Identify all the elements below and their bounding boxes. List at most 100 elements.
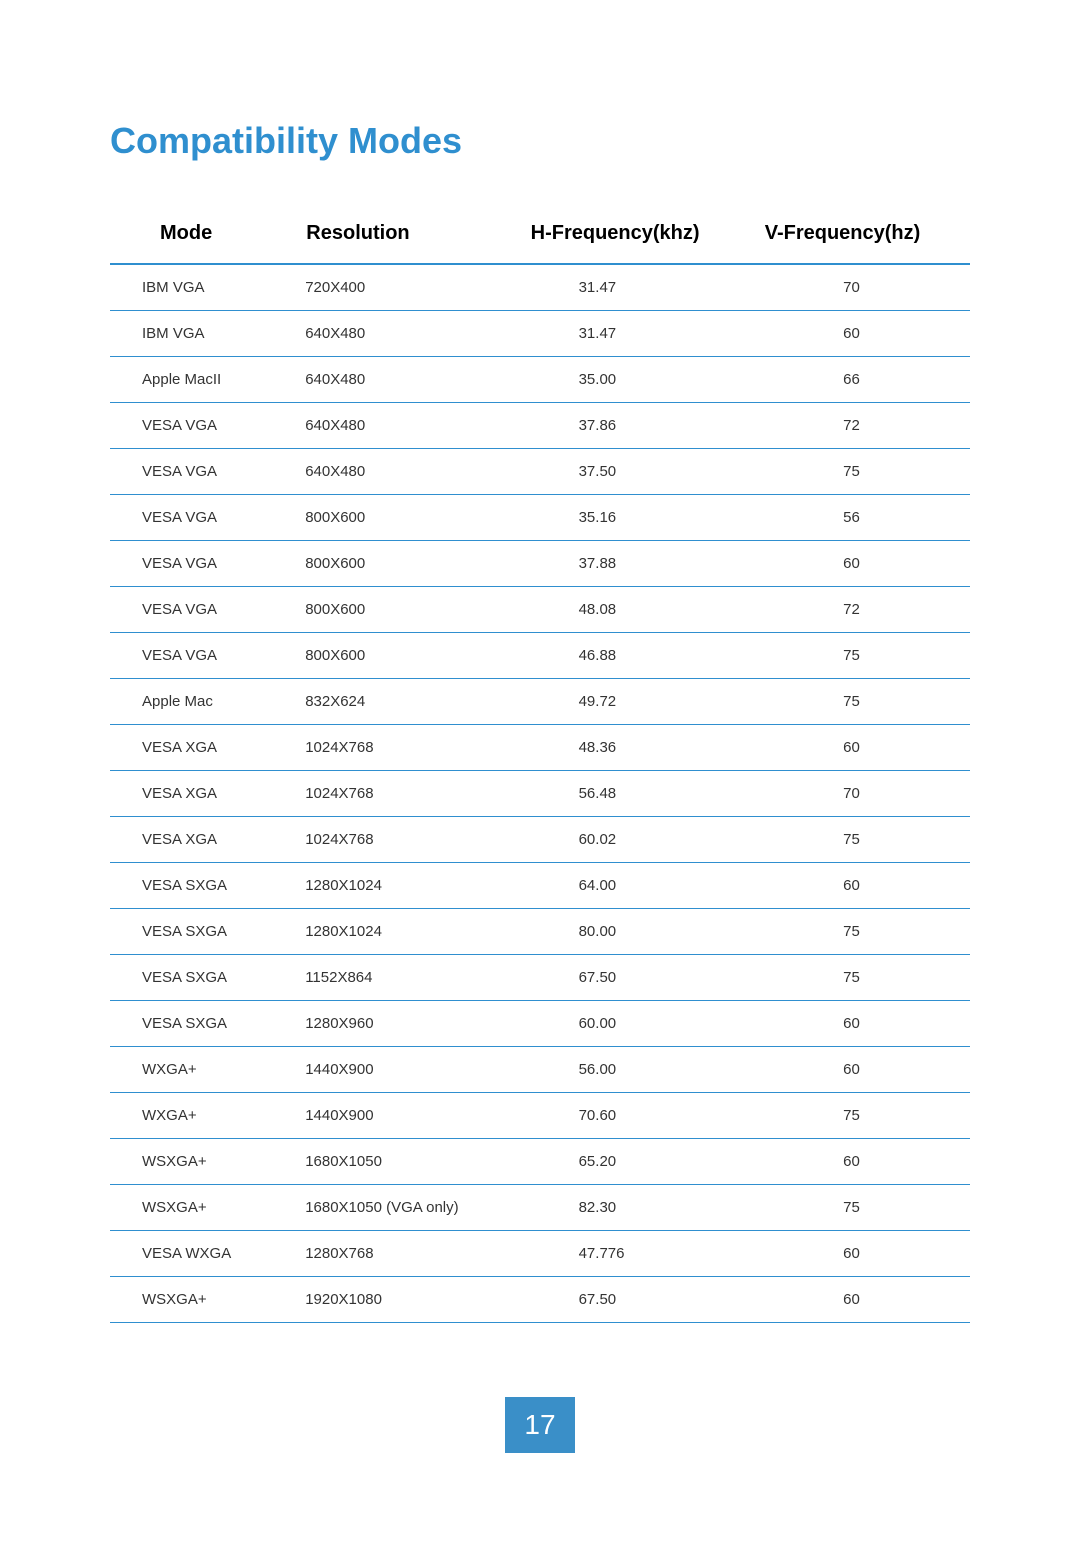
table-header-row: Mode Resolution H-Frequency(khz) V-Frequ…	[110, 222, 970, 265]
cell-resolution: 1152X864	[305, 969, 528, 986]
cell-vfreq: 60	[763, 325, 950, 342]
document-page: Compatibility Modes Mode Resolution H-Fr…	[0, 0, 1080, 1323]
cell-resolution: 1440X900	[305, 1061, 528, 1078]
cell-resolution: 1920X1080	[305, 1291, 528, 1308]
cell-resolution: 720X400	[305, 279, 528, 296]
cell-vfreq: 75	[763, 1199, 950, 1216]
cell-hfreq: 37.88	[529, 555, 764, 572]
table-row: VESA SXGA1152X86467.5075	[110, 955, 970, 1001]
cell-mode: WXGA+	[130, 1107, 305, 1124]
cell-vfreq: 60	[763, 1245, 950, 1262]
table-row: VESA SXGA1280X102464.0060	[110, 863, 970, 909]
table-row: Apple MacII640X48035.0066	[110, 357, 970, 403]
table-row: WSXGA+1680X1050 (VGA only)82.3075	[110, 1185, 970, 1231]
cell-vfreq: 75	[763, 647, 950, 664]
cell-hfreq: 65.20	[529, 1153, 764, 1170]
cell-vfreq: 75	[763, 969, 950, 986]
cell-hfreq: 60.00	[529, 1015, 764, 1032]
cell-hfreq: 47.776	[529, 1245, 764, 1262]
cell-hfreq: 48.08	[529, 601, 764, 618]
cell-hfreq: 37.86	[529, 417, 764, 434]
cell-mode: Apple MacII	[130, 371, 305, 388]
table-row: VESA WXGA1280X76847.77660	[110, 1231, 970, 1277]
cell-resolution: 1280X960	[305, 1015, 528, 1032]
cell-mode: VESA SXGA	[130, 1015, 305, 1032]
page-number: 17	[524, 1409, 555, 1441]
cell-resolution: 800X600	[305, 647, 528, 664]
table-row: WXGA+1440X90056.0060	[110, 1047, 970, 1093]
compatibility-table: Mode Resolution H-Frequency(khz) V-Frequ…	[110, 222, 970, 1323]
cell-vfreq: 72	[763, 601, 950, 618]
cell-vfreq: 72	[763, 417, 950, 434]
cell-resolution: 1024X768	[305, 831, 528, 848]
cell-vfreq: 75	[763, 693, 950, 710]
table-row: WSXGA+1680X105065.2060	[110, 1139, 970, 1185]
col-header-mode: Mode	[130, 222, 306, 245]
col-header-hfreq: H-Frequency(khz)	[531, 222, 765, 245]
cell-hfreq: 70.60	[529, 1107, 764, 1124]
cell-hfreq: 49.72	[529, 693, 764, 710]
cell-mode: VESA WXGA	[130, 1245, 305, 1262]
cell-resolution: 640X480	[305, 325, 528, 342]
cell-vfreq: 60	[763, 739, 950, 756]
cell-resolution: 800X600	[305, 555, 528, 572]
cell-resolution: 1024X768	[305, 739, 528, 756]
col-header-vfreq: V-Frequency(hz)	[765, 222, 950, 245]
cell-hfreq: 35.00	[529, 371, 764, 388]
cell-hfreq: 31.47	[529, 325, 764, 342]
table-row: VESA SXGA1280X102480.0075	[110, 909, 970, 955]
cell-mode: VESA VGA	[130, 463, 305, 480]
cell-hfreq: 67.50	[529, 969, 764, 986]
cell-hfreq: 48.36	[529, 739, 764, 756]
cell-resolution: 1024X768	[305, 785, 528, 802]
cell-hfreq: 56.48	[529, 785, 764, 802]
cell-resolution: 1280X1024	[305, 877, 528, 894]
cell-resolution: 640X480	[305, 463, 528, 480]
cell-resolution: 1440X900	[305, 1107, 528, 1124]
cell-mode: VESA VGA	[130, 555, 305, 572]
cell-resolution: 1280X768	[305, 1245, 528, 1262]
cell-mode: VESA VGA	[130, 647, 305, 664]
cell-hfreq: 64.00	[529, 877, 764, 894]
cell-hfreq: 46.88	[529, 647, 764, 664]
cell-resolution: 640X480	[305, 371, 528, 388]
table-row: VESA VGA640X48037.5075	[110, 449, 970, 495]
cell-mode: VESA SXGA	[130, 969, 305, 986]
cell-mode: IBM VGA	[130, 279, 305, 296]
table-row: VESA XGA1024X76860.0275	[110, 817, 970, 863]
cell-resolution: 1680X1050 (VGA only)	[305, 1199, 528, 1216]
cell-resolution: 640X480	[305, 417, 528, 434]
table-row: VESA VGA800X60046.8875	[110, 633, 970, 679]
cell-hfreq: 80.00	[529, 923, 764, 940]
cell-hfreq: 31.47	[529, 279, 764, 296]
cell-mode: VESA SXGA	[130, 877, 305, 894]
cell-vfreq: 75	[763, 1107, 950, 1124]
table-row: Apple Mac832X62449.7275	[110, 679, 970, 725]
page-title: Compatibility Modes	[110, 120, 970, 162]
cell-resolution: 800X600	[305, 601, 528, 618]
cell-hfreq: 56.00	[529, 1061, 764, 1078]
cell-mode: Apple Mac	[130, 693, 305, 710]
cell-vfreq: 75	[763, 923, 950, 940]
cell-mode: VESA VGA	[130, 417, 305, 434]
cell-resolution: 1680X1050	[305, 1153, 528, 1170]
cell-vfreq: 56	[763, 509, 950, 526]
cell-vfreq: 60	[763, 555, 950, 572]
cell-vfreq: 60	[763, 877, 950, 894]
cell-vfreq: 60	[763, 1015, 950, 1032]
table-row: WSXGA+1920X108067.5060	[110, 1277, 970, 1323]
cell-hfreq: 60.02	[529, 831, 764, 848]
cell-vfreq: 60	[763, 1291, 950, 1308]
cell-vfreq: 75	[763, 831, 950, 848]
table-row: VESA VGA800X60035.1656	[110, 495, 970, 541]
cell-vfreq: 75	[763, 463, 950, 480]
table-row: VESA XGA1024X76856.4870	[110, 771, 970, 817]
table-row: WXGA+1440X90070.6075	[110, 1093, 970, 1139]
cell-vfreq: 70	[763, 279, 950, 296]
cell-mode: VESA VGA	[130, 601, 305, 618]
cell-hfreq: 67.50	[529, 1291, 764, 1308]
cell-mode: VESA XGA	[130, 739, 305, 756]
cell-resolution: 832X624	[305, 693, 528, 710]
cell-mode: WXGA+	[130, 1061, 305, 1078]
cell-resolution: 800X600	[305, 509, 528, 526]
